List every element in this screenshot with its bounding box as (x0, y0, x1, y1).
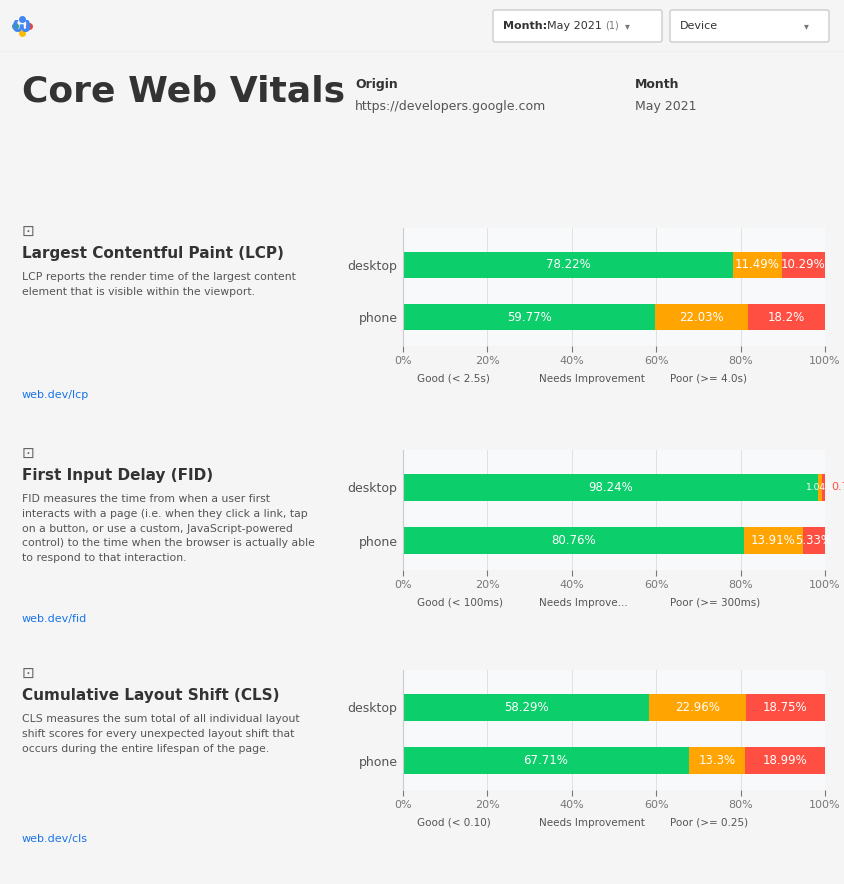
Text: Device: Device (679, 21, 717, 31)
Text: Poor (>= 300ms): Poor (>= 300ms) (669, 598, 760, 608)
Text: Month: Month (634, 78, 679, 91)
Text: 78.22%: 78.22% (545, 258, 590, 271)
Text: 59.77%: 59.77% (506, 310, 551, 324)
Text: ⊡: ⊡ (22, 666, 35, 681)
Text: 10.29%: 10.29% (780, 258, 825, 271)
Text: ▾: ▾ (803, 21, 808, 31)
Text: ⊡: ⊡ (22, 224, 35, 239)
Text: 22.03%: 22.03% (679, 310, 723, 324)
Text: web.dev/lcp: web.dev/lcp (22, 390, 89, 400)
Bar (802, 528, 824, 554)
Text: Needs Improve...: Needs Improve... (538, 598, 627, 608)
Bar (654, 304, 747, 331)
Text: 18.2%: 18.2% (767, 310, 804, 324)
Bar (781, 252, 824, 278)
Text: Good (< 2.5s): Good (< 2.5s) (416, 374, 489, 384)
Text: Poor (>= 0.25): Poor (>= 0.25) (669, 818, 747, 828)
Text: 67.71%: 67.71% (522, 754, 568, 767)
Text: Needs Improvement: Needs Improvement (538, 818, 644, 828)
Text: Month:: Month: (502, 21, 546, 31)
Bar (403, 304, 654, 331)
Text: ω: ω (13, 16, 32, 36)
Text: 5.33%: 5.33% (794, 534, 831, 547)
Text: CLS measures the sum total of all individual layout
shift scores for every unexp: CLS measures the sum total of all indivi… (22, 714, 300, 753)
Bar (403, 474, 817, 500)
Text: Largest Contentful Paint (LCP): Largest Contentful Paint (LCP) (22, 246, 284, 261)
Text: First Input Delay (FID): First Input Delay (FID) (22, 468, 213, 483)
Text: web.dev/cls: web.dev/cls (22, 834, 88, 844)
FancyBboxPatch shape (669, 10, 828, 42)
Text: web.dev/fid: web.dev/fid (22, 614, 87, 624)
Text: 80.76%: 80.76% (550, 534, 595, 547)
Bar (744, 747, 824, 774)
FancyBboxPatch shape (492, 10, 661, 42)
Text: Cumulative Layout Shift (CLS): Cumulative Layout Shift (CLS) (22, 688, 279, 703)
Text: 0.72%: 0.72% (830, 483, 844, 492)
Text: (1): (1) (604, 21, 618, 31)
Bar (821, 474, 824, 500)
Text: 11.49%: 11.49% (734, 258, 779, 271)
Bar (688, 747, 744, 774)
Text: 1.04%: 1.04% (804, 483, 833, 492)
Text: 22.96%: 22.96% (674, 701, 719, 714)
Text: Good (< 100ms): Good (< 100ms) (416, 598, 502, 608)
Text: Core Web Vitals: Core Web Vitals (22, 75, 344, 109)
Text: FID measures the time from when a user first
interacts with a page (i.e. when th: FID measures the time from when a user f… (22, 494, 315, 563)
Text: 18.99%: 18.99% (761, 754, 806, 767)
Text: 13.91%: 13.91% (749, 534, 794, 547)
Bar (648, 694, 745, 720)
Bar (733, 252, 781, 278)
Bar (403, 694, 648, 720)
Bar (743, 528, 802, 554)
Text: 98.24%: 98.24% (587, 481, 632, 494)
Bar (745, 694, 824, 720)
Bar (403, 747, 688, 774)
Text: Poor (>= 4.0s): Poor (>= 4.0s) (669, 374, 746, 384)
Bar (403, 528, 743, 554)
Text: 58.29%: 58.29% (503, 701, 548, 714)
Text: ⊡: ⊡ (22, 446, 35, 461)
Text: Origin: Origin (354, 78, 398, 91)
Bar (817, 474, 821, 500)
Text: May 2021: May 2021 (634, 100, 695, 113)
Text: Needs Improvement: Needs Improvement (538, 374, 644, 384)
Bar (747, 304, 824, 331)
Text: 13.3%: 13.3% (697, 754, 734, 767)
Text: Good (< 0.10): Good (< 0.10) (416, 818, 490, 828)
Bar (403, 252, 733, 278)
Text: LCP reports the render time of the largest content
element that is visible withi: LCP reports the render time of the large… (22, 272, 295, 297)
Text: ▾: ▾ (625, 21, 629, 31)
Text: https://developers.google.com: https://developers.google.com (354, 100, 545, 113)
Text: May 2021: May 2021 (546, 21, 601, 31)
Text: 18.75%: 18.75% (762, 701, 807, 714)
